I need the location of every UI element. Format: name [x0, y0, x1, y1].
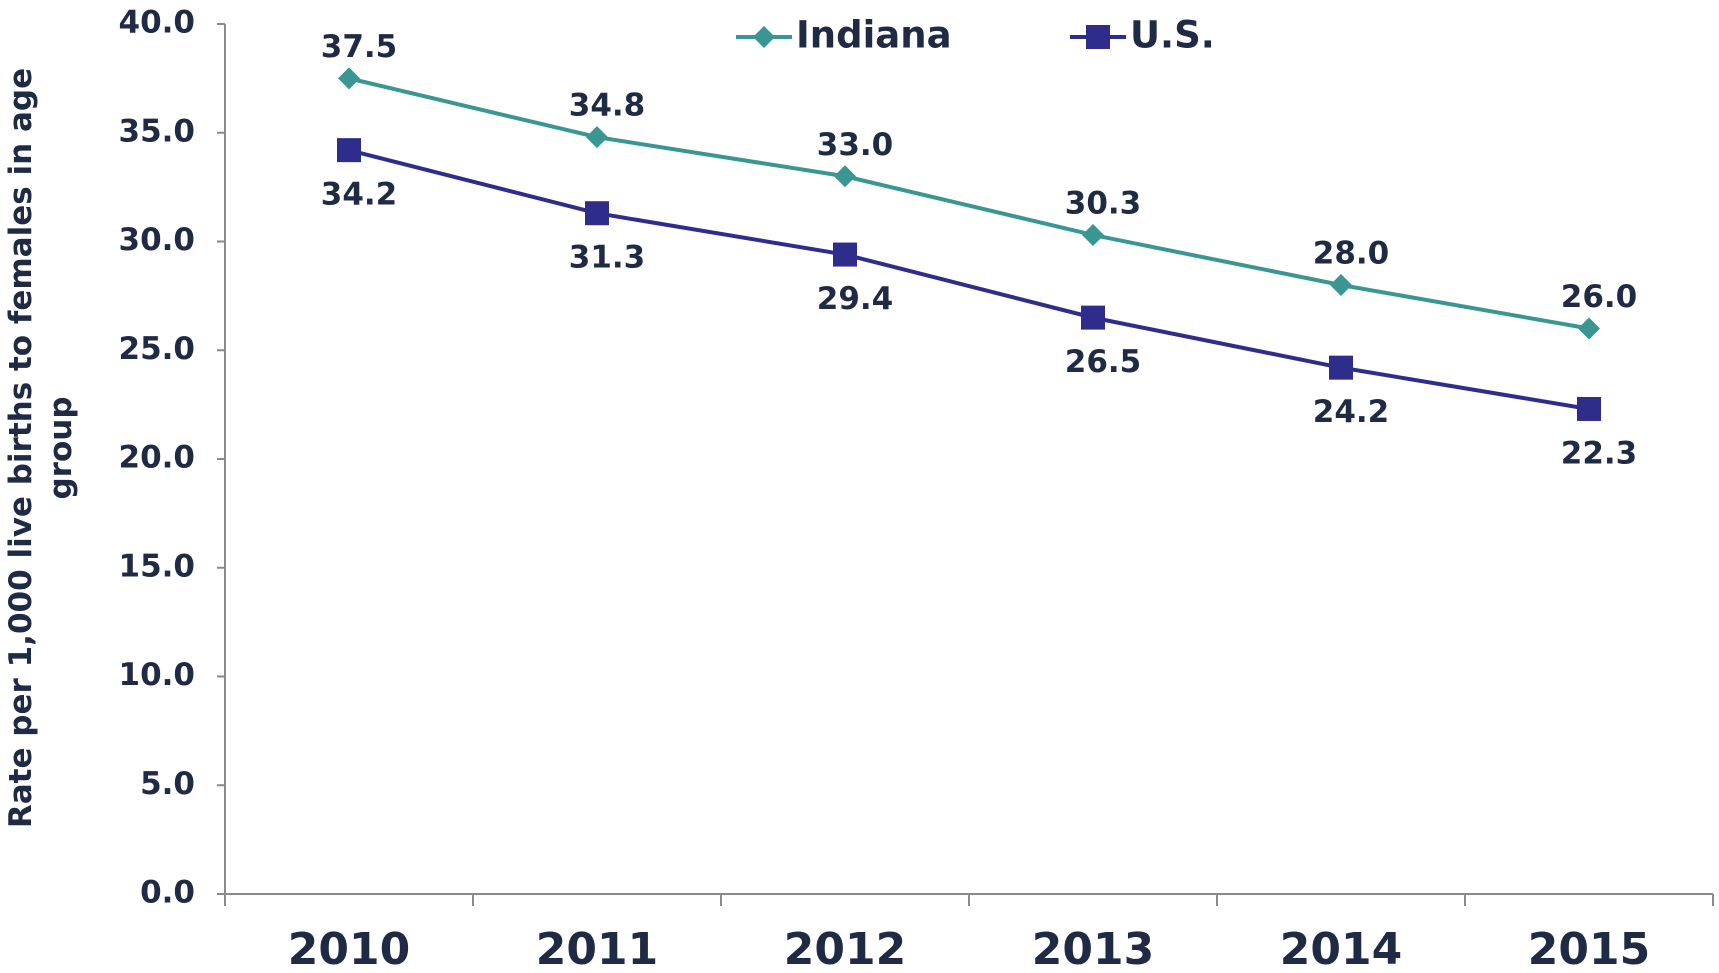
x-tick-label: 2011: [536, 924, 658, 973]
data-point: [1082, 223, 1104, 246]
data-point: [1329, 355, 1353, 380]
y-tick-label: 5.0: [140, 766, 195, 802]
data-point: [1578, 317, 1600, 340]
legend-marker: [753, 26, 775, 48]
data-label: 33.0: [817, 127, 894, 163]
legend-label: Indiana: [796, 14, 952, 57]
y-tick-label: 35.0: [119, 113, 196, 149]
data-label: 22.3: [1561, 435, 1638, 471]
data-label: 31.3: [569, 240, 646, 276]
data-label: 24.2: [1313, 394, 1390, 430]
y-tick-label: 0.0: [140, 875, 195, 911]
data-point: [585, 201, 609, 226]
series-line: [348, 76, 1590, 331]
data-label: 26.5: [1065, 344, 1142, 380]
x-tick-label: 2014: [1280, 924, 1402, 973]
data-label: 34.2: [321, 177, 398, 213]
x-tick-label: 2013: [1032, 924, 1154, 973]
y-tick-label: 25.0: [119, 331, 196, 367]
x-tick-label: 2010: [288, 924, 410, 973]
legend-marker: [1086, 25, 1110, 49]
y-tick-label: 10.0: [119, 657, 196, 693]
data-label: 30.3: [1065, 185, 1142, 221]
data-point: [834, 165, 856, 188]
data-label: 34.8: [569, 88, 646, 124]
y-tick-label: 40.0: [119, 5, 196, 41]
data-point: [1081, 305, 1105, 330]
data-point: [337, 138, 361, 163]
y-tick-label: 20.0: [119, 440, 196, 476]
data-point: [1330, 274, 1352, 296]
y-tick-label: 30.0: [119, 222, 196, 258]
data-label: 28.0: [1313, 236, 1390, 272]
y-axis-label: Rate per 1,000 live births to females in…: [3, 68, 79, 828]
data-point: [586, 126, 608, 149]
data-label: 26.0: [1561, 279, 1638, 315]
data-label: 37.5: [321, 29, 398, 65]
data-point: [833, 242, 857, 267]
data-label: 29.4: [817, 281, 894, 317]
legend-label: U.S.: [1130, 14, 1215, 57]
x-tick-label: 2015: [1528, 924, 1650, 973]
data-point: [338, 67, 360, 90]
data-point: [1577, 396, 1601, 421]
x-tick-label: 2012: [784, 924, 906, 973]
series-line: [348, 148, 1590, 411]
y-tick-label: 15.0: [119, 548, 196, 584]
